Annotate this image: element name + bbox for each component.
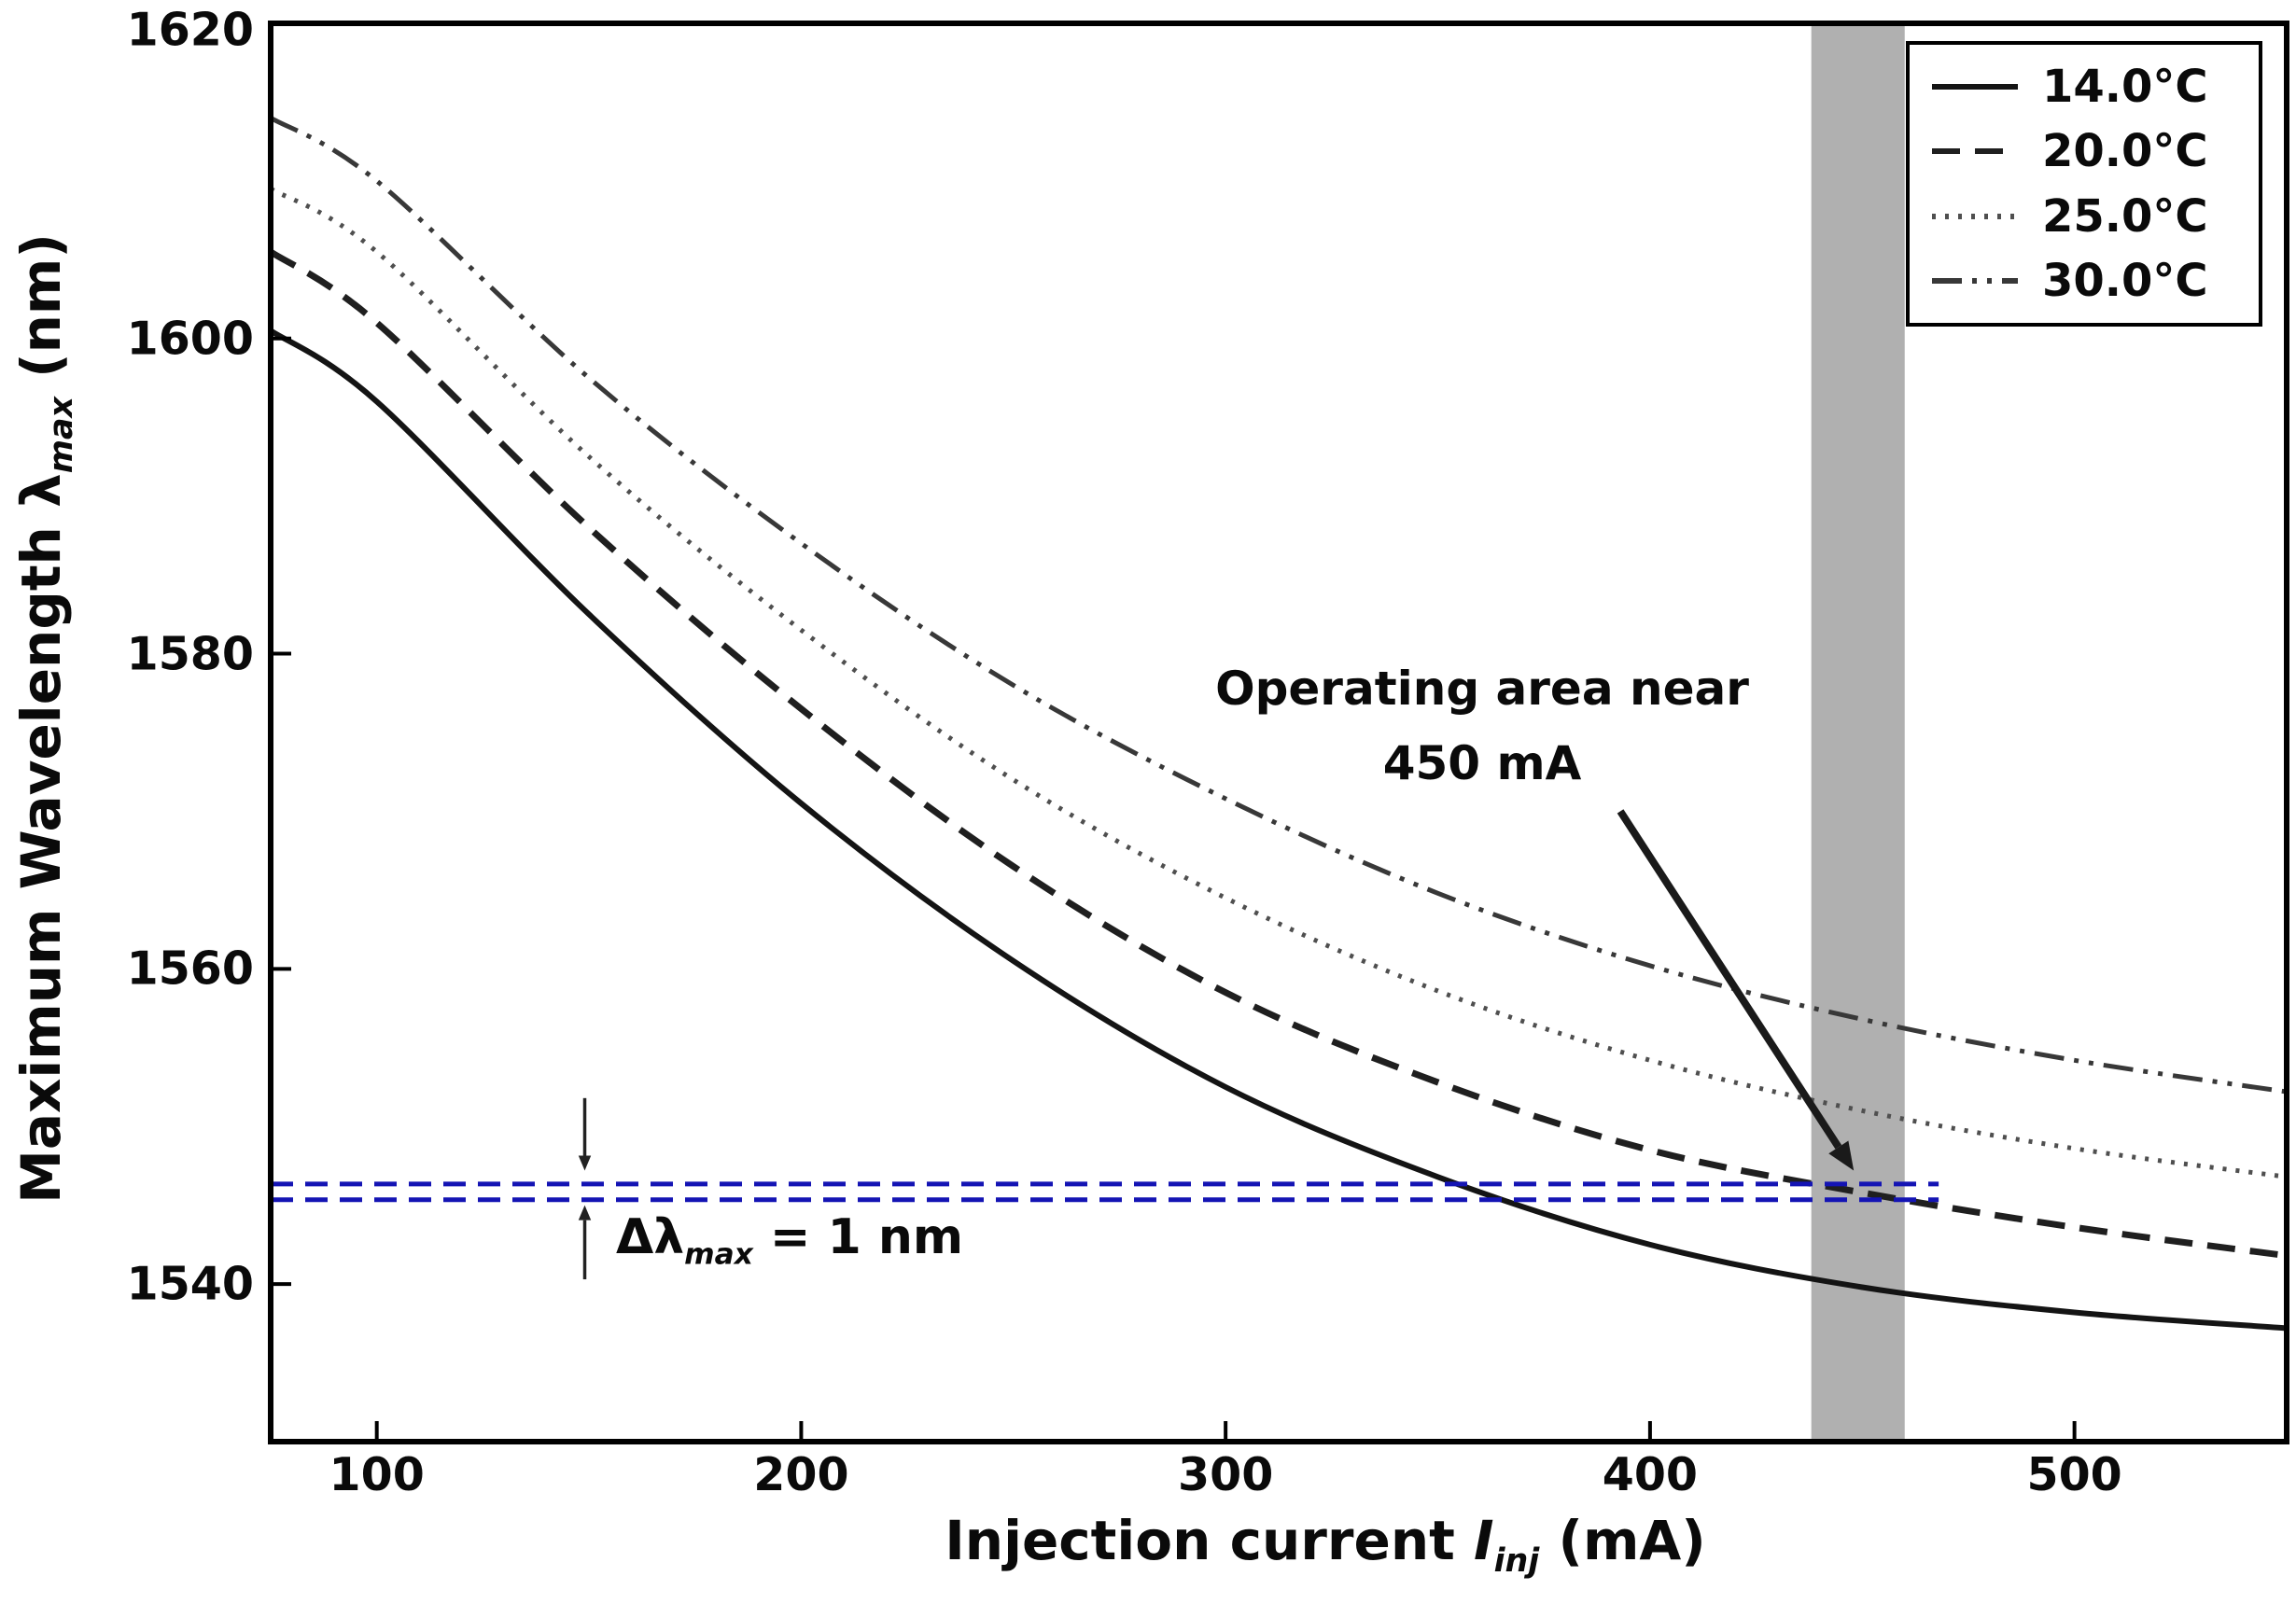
legend-item: 30.0°C bbox=[1930, 255, 2238, 307]
y-axis-label-text: Maximum Wavelength λ bbox=[9, 473, 74, 1204]
y-axis-label: Maximum Wavelength λmax (nm) bbox=[9, 233, 80, 1204]
legend-line-sample-dotted bbox=[1932, 213, 2018, 219]
operating-band bbox=[1811, 23, 1905, 1442]
curve-30.0°C bbox=[269, 116, 2288, 1095]
delta-bottom-arrow-head bbox=[578, 1205, 592, 1220]
y-tick-label: 1540 bbox=[126, 1257, 254, 1311]
x-tick-label: 200 bbox=[753, 1448, 849, 1501]
y-tick-label: 1620 bbox=[126, 3, 254, 57]
x-axis-label-variable: I bbox=[1474, 1509, 1494, 1573]
x-axis-label-subscript: inj bbox=[1493, 1541, 1540, 1580]
curve-20.0°C bbox=[269, 248, 2288, 1260]
legend-line-sample-dashed bbox=[1932, 148, 2018, 155]
x-axis-label-unit: (mA) bbox=[1539, 1509, 1706, 1573]
legend: 14.0°C 20.0°C 25.0°C 30.0°C bbox=[1906, 41, 2262, 327]
legend-line-sample-dash-dot-dot bbox=[1932, 278, 2018, 285]
plot-frame bbox=[268, 21, 2289, 1444]
x-tick-label: 500 bbox=[2026, 1448, 2122, 1501]
delta-top-arrow-head bbox=[578, 1155, 592, 1171]
legend-label: 20.0°C bbox=[2042, 125, 2208, 178]
x-tick-label: 100 bbox=[329, 1448, 425, 1501]
delta-lambda-symbol: Δλ bbox=[616, 1209, 685, 1265]
operating-area-annotation: Operating area near 450 mA bbox=[1215, 651, 1749, 801]
legend-label: 30.0°C bbox=[2042, 255, 2208, 308]
x-tick-label: 300 bbox=[1178, 1448, 1274, 1501]
y-axis-label-unit: (nm) bbox=[9, 233, 74, 398]
y-tick-label: 1600 bbox=[126, 312, 254, 366]
legend-item: 14.0°C bbox=[1930, 61, 2238, 113]
delta-lambda-annotation: Δλmax = 1 nm bbox=[616, 1209, 963, 1271]
legend-line-sample-solid bbox=[1932, 83, 2018, 90]
operating-area-annotation-line2: 450 mA bbox=[1382, 736, 1582, 790]
operating-arrow-shaft bbox=[1617, 809, 1842, 1150]
delta-lambda-subscript: max bbox=[684, 1237, 753, 1272]
delta-lambda-value: = 1 nm bbox=[752, 1209, 964, 1265]
y-tick-label: 1580 bbox=[126, 627, 254, 681]
x-tick-label: 400 bbox=[1602, 1448, 1699, 1501]
legend-item: 20.0°C bbox=[1930, 125, 2238, 177]
operating-arrow-head bbox=[1828, 1140, 1855, 1171]
y-tick-label: 1560 bbox=[126, 942, 254, 996]
curve-14.0°C bbox=[269, 328, 2288, 1332]
legend-label: 14.0°C bbox=[2042, 60, 2208, 113]
operating-area-annotation-line1: Operating area near bbox=[1215, 662, 1749, 716]
legend-label: 25.0°C bbox=[2042, 189, 2208, 243]
y-axis-label-subscript: max bbox=[42, 397, 80, 474]
x-axis-label-text: Injection current bbox=[945, 1509, 1475, 1573]
x-axis-label: Injection current Iinj (mA) bbox=[945, 1509, 1706, 1580]
legend-item: 25.0°C bbox=[1930, 190, 2238, 243]
